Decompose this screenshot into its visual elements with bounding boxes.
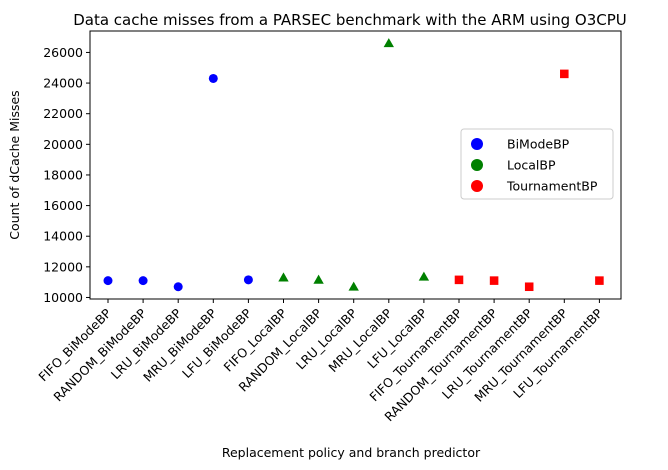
data-point [454,275,464,285]
y-tick-label: 18000 [43,167,83,182]
legend-label: TournamentBP [506,179,598,194]
y-axis-label: Count of dCache Misses [7,90,22,239]
data-point [138,276,148,286]
x-axis-label: Replacement policy and branch predictor [222,445,481,460]
data-point [103,276,113,286]
y-tick-label: 24000 [43,76,83,91]
legend-marker [471,138,483,150]
data-point [524,282,534,292]
data-point [560,69,569,79]
y-tick-label: 22000 [43,106,83,121]
y-axis: 10000 12000 14000 16000 18000 20000 22000 24000… [43,45,90,305]
data-points [103,38,604,292]
data-point [208,73,218,83]
legend-label: LocalBP [507,158,556,173]
data-point [173,282,183,292]
data-point [489,276,499,285]
y-tick-label: 10000 [43,290,83,305]
legend-marker [471,180,483,192]
data-point [383,38,394,48]
y-tick-label: 12000 [43,259,83,274]
data-point [418,271,430,281]
x-axis: FIFO_BiModeBPRANDOM_BiModeBPLRU_BiModeBP… [35,299,606,424]
chart-title: Data cache misses from a PARSEC benchmar… [73,11,627,29]
y-tick-label: 26000 [43,45,83,60]
data-point [348,281,359,291]
y-tick-label: 20000 [43,137,83,152]
y-tick-label: 14000 [43,229,83,244]
legend-box [460,128,614,200]
legend-label: BiModeBP [507,137,570,152]
data-point [243,275,253,285]
data-point [595,276,604,285]
y-tick-label: 16000 [43,198,83,213]
legend: BiModeBP LocalBP TournamentBP [460,128,614,200]
data-point [313,274,324,284]
legend-marker [471,159,483,171]
plot-frame [89,30,622,300]
data-point [278,272,289,282]
